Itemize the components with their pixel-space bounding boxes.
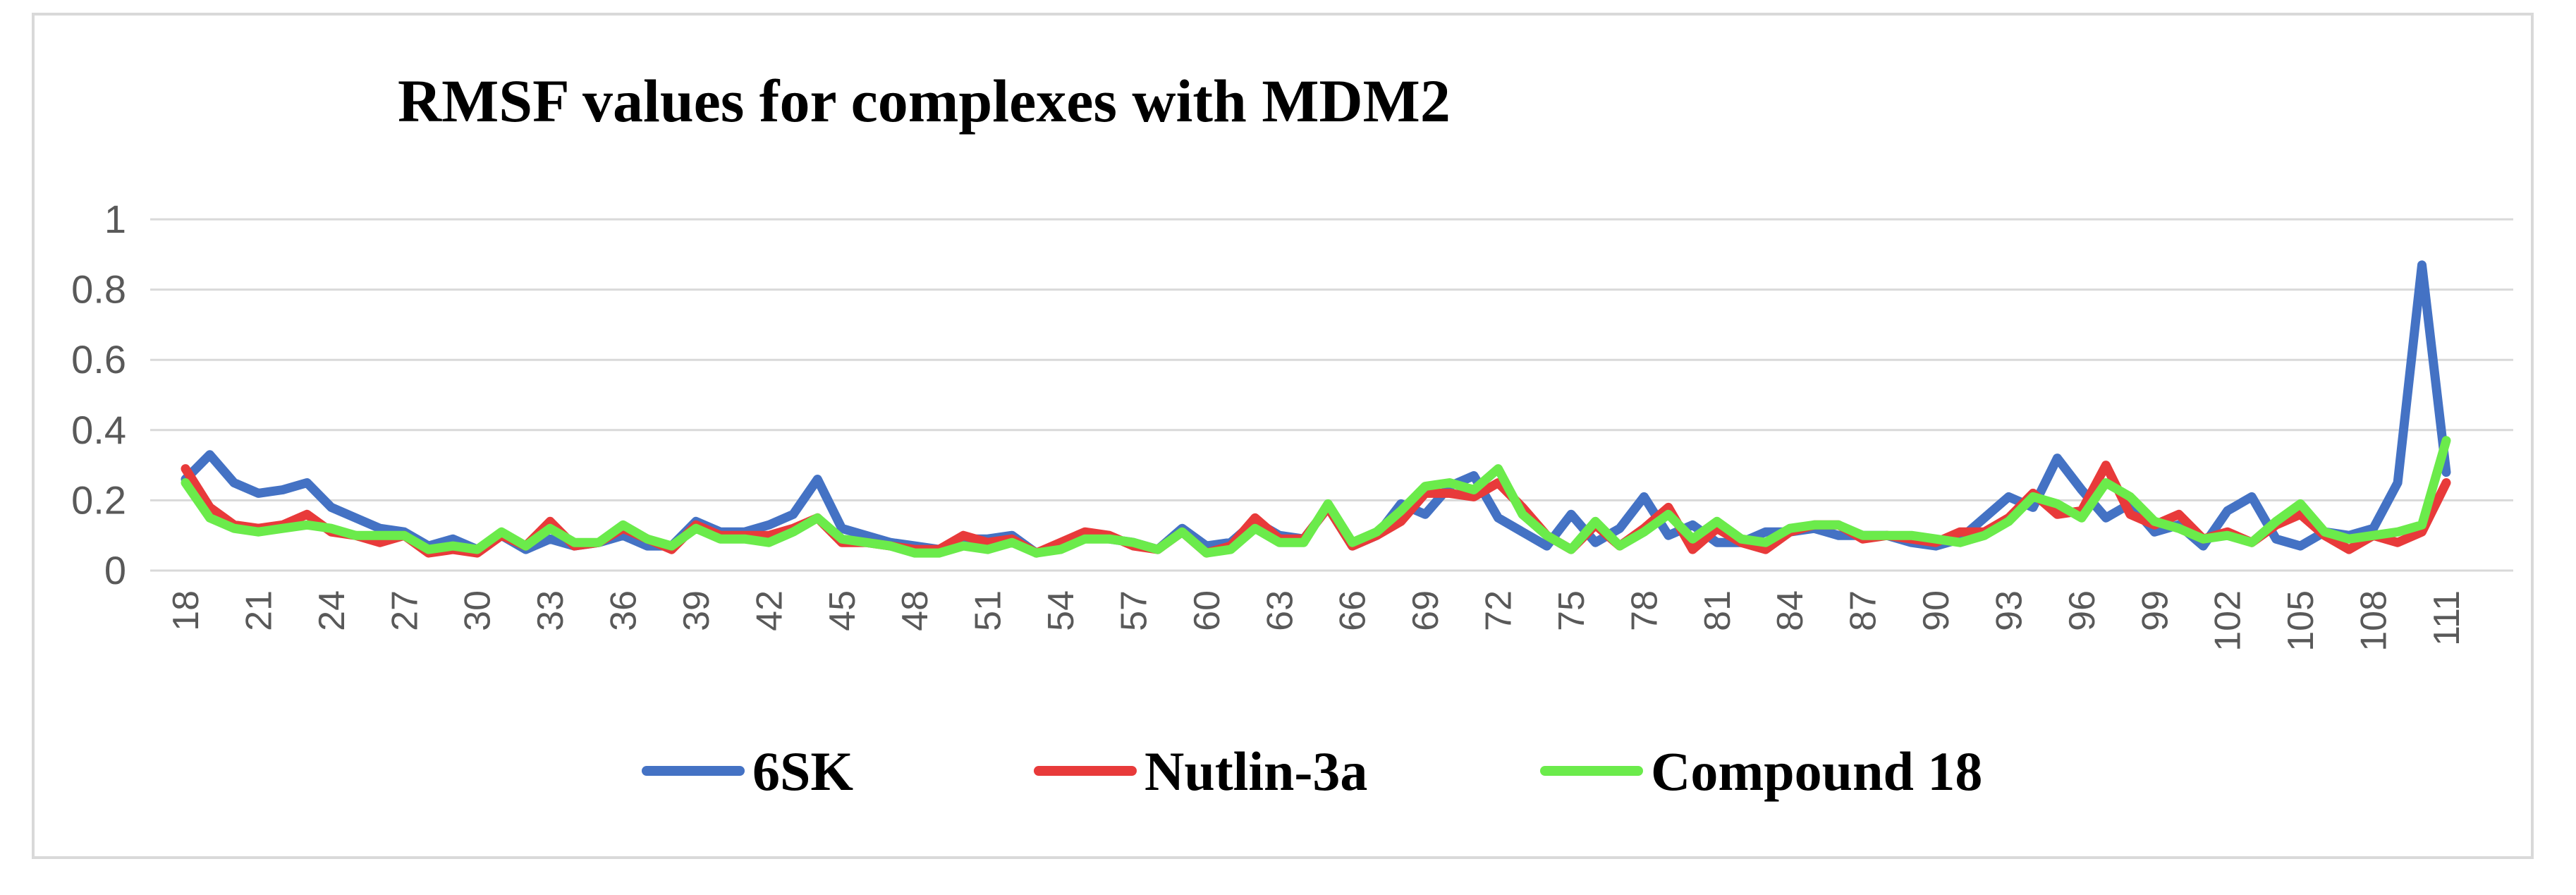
x-tick-label: 60 [1187, 590, 1228, 631]
y-tick-label: 0.2 [71, 477, 126, 522]
x-tick-label: 18 [166, 590, 207, 631]
series-line-compound-18 [181, 436, 2451, 558]
rmsf-line-chart: RMSF values for complexes with MDM2 0 0.2… [71, 67, 2513, 802]
series-line-6sk [181, 260, 2451, 558]
x-tick-label: 69 [1405, 590, 1446, 631]
x-tick-label: 102 [2208, 590, 2249, 652]
x-axis-ticks: 18 21 24 27 30 33 36 39 42 45 48 51 54 57 60 63 66 69 72 75… [166, 590, 2467, 652]
legend-label-6sk: 6SK [752, 741, 853, 802]
x-tick-label: 48 [895, 590, 936, 631]
x-tick-label: 27 [384, 590, 425, 631]
y-axis-ticks: 0 0.2 0.4 0.6 0.8 1 [71, 197, 126, 592]
x-tick-label: 30 [458, 590, 499, 631]
y-tick-label: 0 [104, 548, 126, 592]
x-tick-label: 33 [530, 590, 571, 631]
x-tick-label: 39 [676, 590, 717, 631]
x-tick-label: 105 [2281, 590, 2321, 652]
y-tick-label: 0.4 [71, 408, 126, 452]
x-tick-label: 24 [312, 590, 353, 631]
x-tick-label: 54 [1041, 590, 1082, 631]
series-lines [181, 260, 2451, 558]
y-tick-label: 1 [104, 197, 126, 241]
x-tick-label: 63 [1259, 590, 1300, 631]
x-tick-label: 111 [2427, 590, 2467, 646]
x-tick-label: 45 [822, 590, 863, 631]
x-tick-label: 90 [1916, 590, 1957, 631]
x-tick-label: 42 [749, 590, 790, 631]
x-tick-label: 57 [1113, 590, 1154, 631]
x-tick-label: 108 [2354, 590, 2395, 652]
x-tick-label: 81 [1697, 590, 1738, 631]
legend: 6SK Nutlin-3a Compound 18 [642, 741, 1982, 802]
chart-frame: RMSF values for complexes with MDM2 0 0.2… [32, 13, 2534, 859]
x-tick-label: 66 [1333, 590, 1374, 631]
x-tick-label: 96 [2062, 590, 2103, 631]
y-tick-label: 0.6 [71, 337, 126, 382]
gridlines [150, 218, 2513, 501]
x-tick-label: 21 [238, 590, 279, 631]
x-tick-label: 36 [604, 590, 645, 631]
x-tick-label: 72 [1479, 590, 1520, 631]
x-tick-label: 78 [1624, 590, 1665, 631]
x-tick-label: 93 [1989, 590, 2029, 631]
chart-title: RMSF values for complexes with MDM2 [398, 67, 1451, 135]
x-tick-label: 84 [1770, 590, 1811, 631]
legend-label-compound-18: Compound 18 [1651, 741, 1982, 802]
x-tick-label: 75 [1551, 590, 1592, 631]
y-tick-label: 0.8 [71, 267, 126, 312]
x-tick-label: 99 [2135, 590, 2175, 631]
legend-label-nutlin-3a: Nutlin-3a [1144, 741, 1367, 802]
x-tick-label: 87 [1843, 590, 1884, 631]
x-tick-label: 51 [968, 590, 1009, 631]
